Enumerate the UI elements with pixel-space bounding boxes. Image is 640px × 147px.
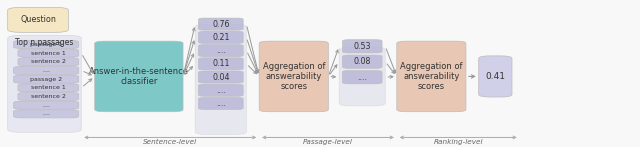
Text: ....: ....	[216, 46, 226, 55]
Text: Sentence-level: Sentence-level	[143, 139, 197, 145]
FancyBboxPatch shape	[18, 49, 79, 57]
FancyBboxPatch shape	[198, 71, 243, 83]
Text: sentence 2: sentence 2	[31, 59, 66, 64]
Text: Passage-level: Passage-level	[303, 139, 353, 145]
FancyBboxPatch shape	[18, 84, 79, 92]
Text: Answer-in-the-sentence
classifier: Answer-in-the-sentence classifier	[89, 67, 189, 86]
Text: ....: ....	[216, 99, 226, 108]
Text: sentence 1: sentence 1	[31, 85, 66, 90]
Text: 0.04: 0.04	[212, 72, 230, 82]
Text: passage 2: passage 2	[30, 77, 62, 82]
FancyBboxPatch shape	[13, 40, 79, 49]
FancyBboxPatch shape	[259, 41, 328, 112]
Text: ....: ....	[357, 73, 367, 82]
Text: Aggregation of
answerability
scores: Aggregation of answerability scores	[400, 62, 463, 91]
Text: passage 1: passage 1	[30, 42, 62, 47]
Text: 0.41: 0.41	[485, 72, 506, 81]
Text: sentence 1: sentence 1	[31, 51, 66, 56]
FancyBboxPatch shape	[95, 41, 183, 112]
Text: ....: ....	[42, 68, 50, 73]
FancyBboxPatch shape	[13, 66, 79, 75]
FancyBboxPatch shape	[18, 92, 79, 101]
FancyBboxPatch shape	[342, 55, 382, 68]
FancyBboxPatch shape	[397, 41, 466, 112]
Text: 0.21: 0.21	[212, 33, 230, 42]
FancyBboxPatch shape	[13, 75, 79, 83]
FancyBboxPatch shape	[342, 71, 382, 84]
FancyBboxPatch shape	[195, 24, 246, 135]
FancyBboxPatch shape	[198, 18, 243, 30]
FancyBboxPatch shape	[8, 7, 68, 32]
Text: Aggregation of
answerability
scores: Aggregation of answerability scores	[262, 62, 325, 91]
Text: sentence 2: sentence 2	[31, 94, 66, 99]
FancyBboxPatch shape	[13, 101, 79, 109]
FancyBboxPatch shape	[479, 56, 512, 97]
FancyBboxPatch shape	[198, 97, 243, 110]
FancyBboxPatch shape	[198, 45, 243, 57]
FancyBboxPatch shape	[198, 58, 243, 70]
FancyBboxPatch shape	[339, 47, 385, 106]
Text: Top n passages: Top n passages	[15, 38, 74, 47]
Text: ....: ....	[42, 111, 50, 116]
Text: 0.08: 0.08	[353, 57, 371, 66]
Text: 0.76: 0.76	[212, 20, 230, 29]
FancyBboxPatch shape	[8, 35, 81, 132]
Text: 0.53: 0.53	[353, 42, 371, 51]
Text: 0.11: 0.11	[212, 59, 230, 68]
FancyBboxPatch shape	[342, 40, 382, 53]
Text: ....: ....	[42, 103, 50, 108]
Text: ....: ....	[216, 86, 226, 95]
Text: Question: Question	[20, 15, 56, 24]
FancyBboxPatch shape	[18, 58, 79, 66]
FancyBboxPatch shape	[198, 84, 243, 96]
Text: Ranking-level: Ranking-level	[433, 139, 483, 145]
FancyBboxPatch shape	[13, 110, 79, 118]
FancyBboxPatch shape	[198, 31, 243, 43]
